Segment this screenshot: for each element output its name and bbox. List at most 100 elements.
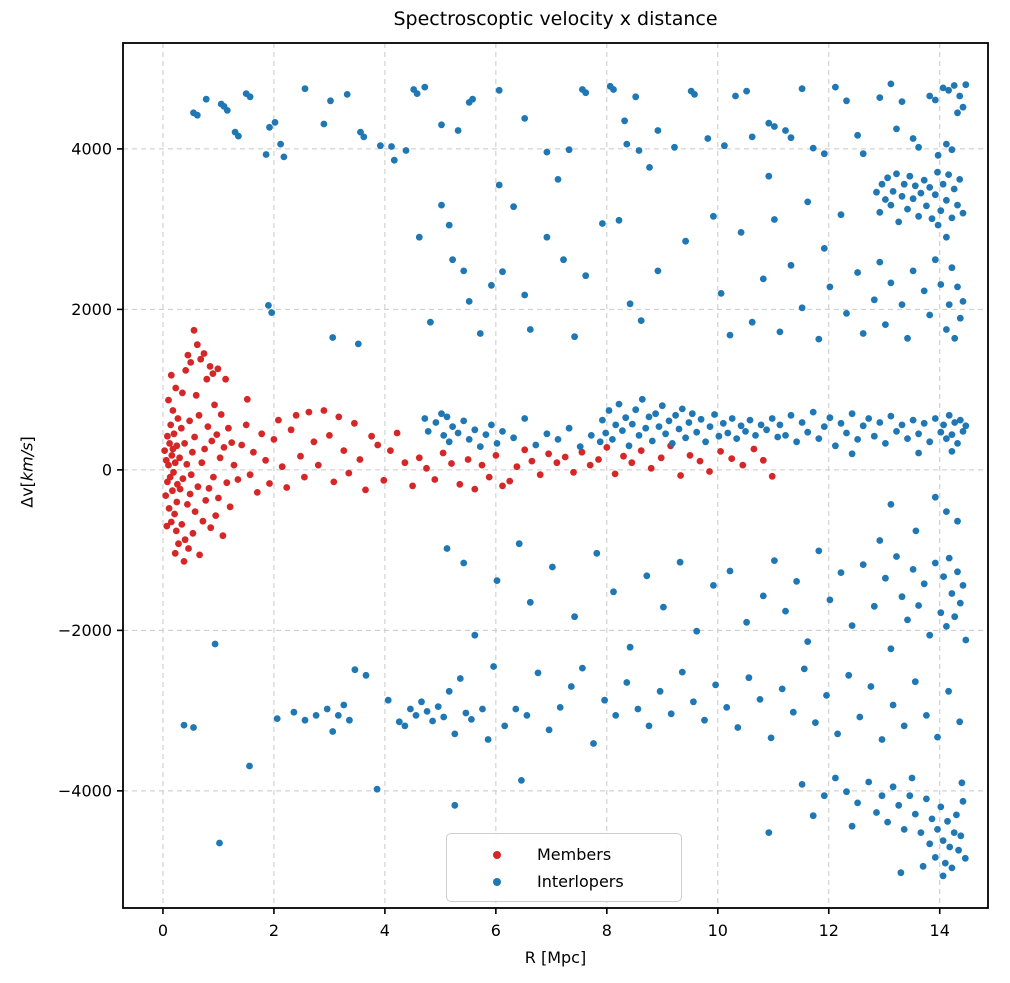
- data-point: [180, 558, 188, 565]
- data-point: [346, 716, 353, 724]
- data-point: [668, 440, 676, 447]
- data-point: [647, 464, 655, 472]
- data-point: [782, 127, 789, 134]
- data-point: [208, 437, 216, 445]
- data-point: [724, 429, 732, 437]
- data-point: [948, 146, 956, 154]
- data-point: [171, 549, 179, 557]
- data-point: [787, 411, 795, 419]
- data-point: [626, 643, 634, 651]
- data-point: [362, 486, 369, 494]
- data-point: [412, 712, 420, 719]
- data-point: [429, 717, 436, 725]
- data-point: [931, 415, 939, 422]
- data-point: [596, 438, 604, 446]
- data-point: [887, 412, 895, 420]
- data-point: [545, 726, 553, 734]
- data-point: [465, 298, 473, 305]
- data-point: [848, 822, 856, 830]
- data-point: [756, 696, 764, 703]
- data-point: [242, 421, 250, 429]
- data-point: [882, 440, 889, 447]
- data-point: [937, 207, 945, 215]
- data-point: [521, 446, 529, 454]
- data-point: [787, 261, 795, 269]
- data-point: [889, 188, 897, 195]
- data-point: [373, 785, 381, 793]
- data-point: [856, 713, 864, 721]
- data-point: [686, 452, 694, 459]
- data-point: [939, 84, 947, 92]
- data-point: [721, 142, 728, 150]
- data-point: [660, 603, 667, 611]
- data-point: [820, 792, 828, 800]
- data-point: [610, 86, 617, 93]
- data-point: [377, 142, 384, 150]
- data-point: [677, 472, 684, 479]
- data-point: [904, 205, 911, 213]
- data-point: [642, 424, 650, 432]
- data-point: [230, 461, 238, 469]
- data-point: [923, 795, 930, 803]
- data-point: [610, 588, 617, 596]
- data-point: [561, 453, 569, 461]
- data-point: [178, 521, 186, 528]
- data-point: [206, 363, 214, 370]
- data-point: [179, 389, 186, 397]
- data-point: [928, 215, 936, 223]
- data-point: [823, 692, 830, 699]
- data-point: [959, 298, 967, 305]
- data-point: [845, 671, 853, 679]
- x-tick-label: 12: [819, 921, 839, 940]
- data-point: [220, 444, 228, 451]
- data-point: [837, 569, 845, 576]
- data-point: [278, 463, 286, 471]
- data-point: [216, 839, 223, 847]
- data-point: [393, 429, 401, 437]
- data-point: [492, 452, 500, 459]
- data-point: [887, 80, 895, 88]
- data-point: [164, 432, 171, 440]
- data-point: [820, 423, 828, 430]
- data-point: [778, 685, 786, 693]
- data-point: [848, 622, 856, 629]
- data-point: [946, 843, 954, 851]
- data-point: [167, 518, 175, 526]
- data-point: [271, 119, 279, 126]
- data-point: [733, 435, 741, 442]
- data-point: [490, 663, 497, 670]
- data-point: [250, 448, 257, 456]
- data-point: [387, 447, 394, 454]
- data-point: [675, 425, 683, 433]
- data-point: [732, 92, 739, 100]
- data-point: [314, 461, 322, 469]
- data-point: [923, 712, 930, 719]
- data-point: [951, 419, 959, 426]
- data-point: [906, 172, 914, 180]
- data-point: [854, 269, 861, 276]
- data-point: [954, 283, 961, 291]
- data-point: [782, 607, 789, 615]
- data-point: [576, 443, 584, 450]
- data-point: [172, 384, 180, 392]
- data-point: [301, 85, 309, 93]
- data-point: [449, 423, 456, 430]
- data-point: [870, 602, 878, 610]
- x-tick-label: 14: [930, 921, 950, 940]
- data-point: [320, 407, 328, 414]
- data-point: [198, 459, 206, 467]
- data-point: [343, 91, 351, 98]
- y-tick-label: 2000: [71, 300, 112, 319]
- data-point: [197, 355, 205, 363]
- data-point: [815, 435, 823, 442]
- data-point: [726, 331, 734, 339]
- data-point: [471, 426, 479, 434]
- data-point: [898, 593, 906, 601]
- data-point: [468, 716, 475, 723]
- x-tick-label: 2: [269, 921, 279, 940]
- data-point: [476, 330, 484, 337]
- data-point: [554, 436, 562, 443]
- axes-frame: [122, 42, 989, 909]
- data-point: [438, 410, 445, 418]
- data-point: [464, 456, 472, 463]
